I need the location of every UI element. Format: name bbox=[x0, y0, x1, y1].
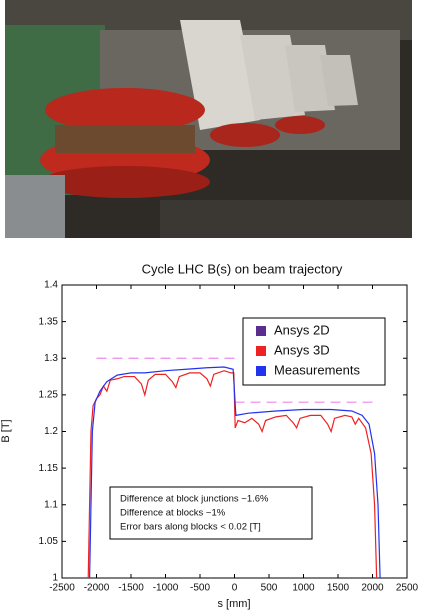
y-tick-label: 1.2 bbox=[44, 426, 58, 437]
y-tick-label: 1.3 bbox=[44, 353, 58, 364]
y-axis-label: B [T] bbox=[0, 419, 12, 442]
x-tick-label: 1500 bbox=[327, 583, 350, 594]
annotation-text: Difference at block junctions ~1.6% bbox=[120, 494, 269, 505]
legend-swatch bbox=[256, 326, 266, 336]
legend-label: Ansys 2D bbox=[274, 322, 330, 337]
x-axis-label: s [mm] bbox=[218, 598, 251, 610]
x-tick-label: 2500 bbox=[396, 583, 419, 594]
photo bbox=[5, 0, 412, 238]
x-tick-label: -2500 bbox=[49, 583, 75, 594]
y-tick-label: 1.4 bbox=[44, 280, 58, 291]
x-tick-label: 2000 bbox=[361, 583, 384, 594]
y-tick-label: 1.35 bbox=[39, 316, 59, 327]
legend-swatch bbox=[256, 366, 266, 376]
y-tick-label: 1.05 bbox=[39, 536, 59, 547]
annotation-text: Error bars along blocks < 0.02 [T] bbox=[120, 522, 261, 533]
page: Cycle LHC B(s) on beam trajectory s [mm]… bbox=[0, 0, 424, 612]
annotation-text: Difference at blocks ~1% bbox=[120, 508, 226, 519]
x-tick-label: 1000 bbox=[292, 583, 315, 594]
y-tick-label: 1.15 bbox=[39, 463, 59, 474]
legend-swatch bbox=[256, 346, 266, 356]
x-tick-label: -1500 bbox=[118, 583, 144, 594]
chart-title: Cycle LHC B(s) on beam trajectory bbox=[142, 261, 343, 276]
y-tick-label: 1.1 bbox=[44, 499, 58, 510]
legend-label: Measurements bbox=[274, 362, 360, 377]
x-tick-label: -500 bbox=[190, 583, 210, 594]
x-tick-label: 500 bbox=[261, 583, 278, 594]
x-tick-label: -1000 bbox=[153, 583, 179, 594]
legend-label: Ansys 3D bbox=[274, 342, 330, 357]
y-tick-label: 1 bbox=[52, 573, 58, 584]
x-tick-label: 0 bbox=[232, 583, 238, 594]
series-line bbox=[90, 367, 380, 578]
x-tick-label: -2000 bbox=[84, 583, 110, 594]
figure: Cycle LHC B(s) on beam trajectory s [mm]… bbox=[0, 0, 424, 612]
y-tick-label: 1.25 bbox=[39, 390, 59, 401]
